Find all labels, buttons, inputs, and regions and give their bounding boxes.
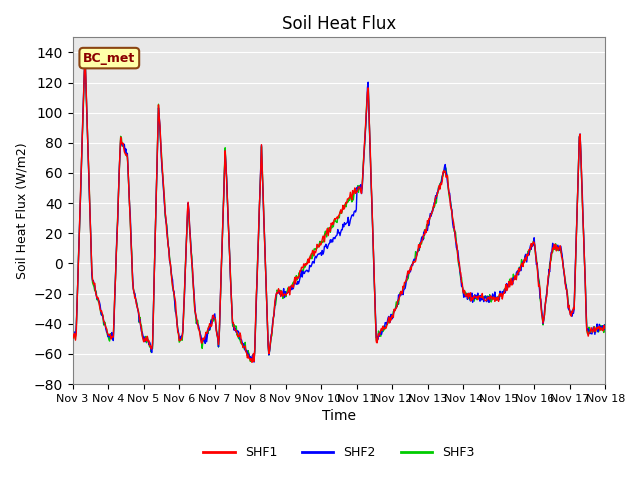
Legend: SHF1, SHF2, SHF3: SHF1, SHF2, SHF3: [198, 442, 479, 465]
X-axis label: Time: Time: [322, 409, 356, 423]
Y-axis label: Soil Heat Flux (W/m2): Soil Heat Flux (W/m2): [15, 143, 28, 279]
Text: BC_met: BC_met: [83, 51, 136, 65]
Title: Soil Heat Flux: Soil Heat Flux: [282, 15, 396, 33]
